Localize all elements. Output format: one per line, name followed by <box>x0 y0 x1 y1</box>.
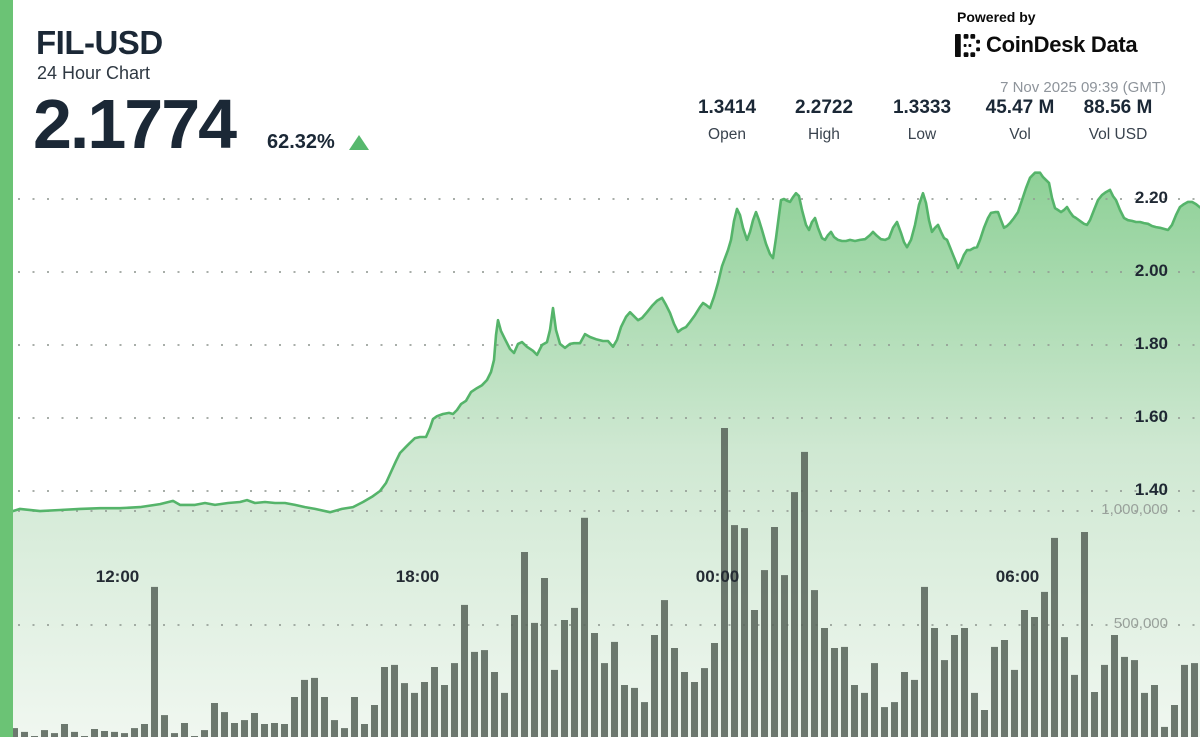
stat-vol-usd-label: Vol USD <box>1088 126 1148 143</box>
up-arrow-icon <box>348 135 369 150</box>
stat-low: 1.3333 Low <box>862 97 982 144</box>
change-percent: 62.32% <box>267 131 335 153</box>
stat-open: 1.3414 Open <box>667 97 787 144</box>
stat-low-value: 1.3333 <box>892 97 952 118</box>
coindesk-brand-text: CoinDesk Data <box>986 32 1138 57</box>
powered-by-label: Powered by <box>957 9 1036 25</box>
coindesk-logo: CoinDesk Data <box>955 32 1138 58</box>
stat-vol-usd: 88.56 M Vol USD <box>1058 97 1178 144</box>
stat-high-value: 2.2722 <box>794 97 854 118</box>
symbol-title: FIL-USD <box>36 24 163 61</box>
price-change: 62.32% <box>267 131 369 154</box>
coindesk-icon <box>955 33 980 57</box>
stat-open-label: Open <box>708 126 746 143</box>
chart-timestamp: 7 Nov 2025 09:39 (GMT) <box>1000 79 1166 96</box>
stat-vol-value: 45.47 M <box>985 97 1055 118</box>
stat-high-label: High <box>808 126 840 143</box>
stat-vol: 45.47 M Vol <box>960 97 1080 144</box>
stat-vol-usd-value: 88.56 M <box>1083 97 1153 118</box>
stat-vol-label: Vol <box>1009 126 1031 143</box>
current-price: 2.1774 <box>33 85 237 163</box>
chart-subtitle: 24 Hour Chart <box>37 63 151 83</box>
stat-open-value: 1.3414 <box>697 97 757 118</box>
stat-low-label: Low <box>907 126 937 143</box>
stat-high: 2.2722 High <box>764 97 884 144</box>
left-accent-bar <box>0 0 13 737</box>
